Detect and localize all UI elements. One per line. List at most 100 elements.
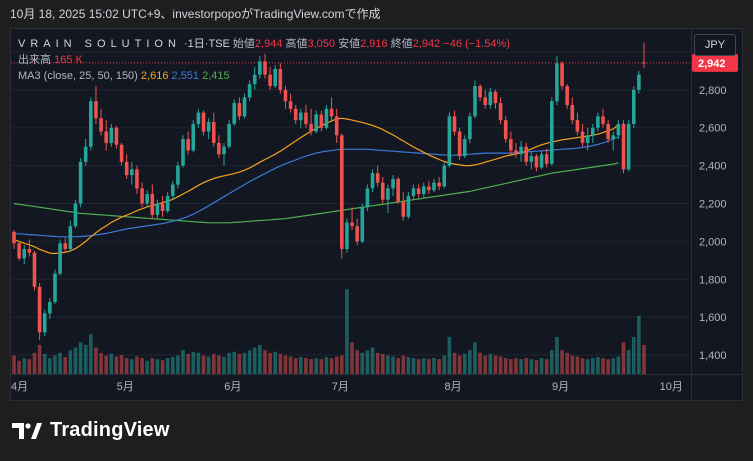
volume-bar bbox=[273, 351, 278, 374]
last-price-tag bbox=[692, 53, 738, 72]
candle-body bbox=[27, 248, 32, 253]
candle-body bbox=[155, 203, 160, 215]
y-tick-label: 2,600 bbox=[699, 123, 727, 135]
volume-bar bbox=[278, 353, 283, 374]
ma50-value: 2,551 bbox=[171, 70, 200, 82]
candle-body bbox=[355, 226, 359, 242]
candle-body bbox=[334, 116, 339, 136]
volume-bar bbox=[114, 356, 119, 374]
volume-bar bbox=[309, 359, 313, 374]
volume-bar bbox=[345, 289, 349, 374]
candle-body bbox=[145, 194, 149, 204]
volume-bar bbox=[519, 359, 523, 374]
high-label: 高値 bbox=[285, 38, 308, 50]
currency-button[interactable]: JPY bbox=[694, 34, 736, 56]
volume-bar bbox=[299, 357, 303, 374]
volume-bar bbox=[631, 336, 636, 374]
candle-body bbox=[217, 142, 221, 155]
candle-body bbox=[319, 114, 324, 128]
month-label: 5月 bbox=[117, 381, 134, 393]
symbol-name[interactable]: VRAIN SOLUTION bbox=[18, 38, 181, 50]
candle-body bbox=[503, 120, 508, 140]
volume-bar bbox=[109, 353, 114, 374]
candle-body bbox=[12, 231, 16, 244]
price-chart[interactable]: 1,400 1,600 1,800 2,000 2,200 2,400 2,600 2,800… bbox=[11, 29, 742, 400]
volume-bar bbox=[104, 355, 108, 374]
candle-body bbox=[17, 243, 21, 259]
chart-area[interactable]: 1,400 1,600 1,800 2,000 2,200 2,400 2,600 2,800… bbox=[10, 28, 743, 401]
ma-label: MA3 (close, 25, 50, 150) bbox=[18, 70, 138, 82]
volume-bar bbox=[401, 355, 406, 374]
candle-body bbox=[314, 114, 318, 132]
candle-body bbox=[201, 112, 206, 132]
candle-body bbox=[488, 91, 493, 105]
volume-bar bbox=[155, 359, 160, 374]
volume-bar bbox=[68, 350, 73, 374]
volume-bar bbox=[452, 352, 457, 374]
ma150-line bbox=[13, 162, 619, 224]
tradingview-logo[interactable]: TradingView bbox=[12, 419, 170, 442]
candle-body bbox=[580, 131, 585, 143]
candle-body bbox=[631, 89, 636, 124]
volume-bar bbox=[442, 355, 447, 374]
volume-bar bbox=[555, 336, 559, 374]
volume-bar bbox=[514, 358, 518, 374]
footer bbox=[0, 401, 753, 461]
candle-body bbox=[165, 195, 170, 212]
volume-bar bbox=[544, 359, 549, 374]
candle-body bbox=[94, 101, 98, 119]
candle-body bbox=[252, 74, 257, 85]
volume-bar bbox=[63, 357, 68, 374]
candle-body bbox=[365, 188, 370, 208]
y-tick-label: 1,400 bbox=[699, 350, 727, 362]
volume-bar bbox=[329, 358, 334, 374]
chart-legend: VRAIN SOLUTION ·1日·TSE 始値2,944 高値3,050 安… bbox=[18, 36, 510, 84]
volume-bar bbox=[217, 355, 221, 374]
candle-body bbox=[391, 178, 395, 189]
volume-bar bbox=[293, 358, 298, 374]
volume-bar bbox=[22, 358, 27, 374]
y-tick-label: 2,800 bbox=[699, 85, 727, 97]
candle-body bbox=[437, 182, 441, 187]
candle-body bbox=[258, 61, 262, 75]
volume-bar bbox=[53, 355, 57, 374]
candle-body bbox=[447, 116, 452, 166]
volume-bar bbox=[237, 353, 242, 374]
volume-bar bbox=[570, 355, 575, 374]
volume-bar bbox=[575, 356, 580, 374]
volume-bar bbox=[580, 358, 585, 374]
separator-dot: · bbox=[204, 38, 209, 50]
ma25-value: 2,616 bbox=[140, 70, 169, 82]
volume-bar bbox=[365, 350, 370, 374]
chart-caption: 10月 18, 2025 15:02 UTC+9、investorpopoがTr… bbox=[0, 0, 753, 28]
candle-body bbox=[227, 123, 231, 147]
candle-body bbox=[176, 165, 180, 185]
volume-bar bbox=[637, 315, 641, 374]
interval: 1日 bbox=[187, 38, 205, 50]
volume-value: 165 K bbox=[54, 54, 83, 66]
candle-body bbox=[498, 103, 503, 121]
volume-bar bbox=[196, 352, 201, 374]
volume-bar bbox=[626, 350, 631, 374]
volume-bar bbox=[493, 355, 498, 374]
candle-body bbox=[370, 173, 375, 189]
volume-bar bbox=[483, 355, 488, 374]
volume-bar bbox=[596, 357, 600, 374]
candle-body bbox=[211, 122, 216, 143]
candle-body bbox=[181, 139, 185, 166]
volume-bar bbox=[314, 358, 318, 374]
volume-bar bbox=[360, 352, 365, 374]
y-tick-label: 1,800 bbox=[699, 274, 727, 286]
candle-body bbox=[42, 313, 47, 333]
candle-body bbox=[560, 63, 564, 87]
candle-body bbox=[170, 184, 175, 196]
open-value: 2,944 bbox=[254, 38, 283, 50]
volume-bar bbox=[391, 356, 395, 374]
candle-body bbox=[83, 146, 88, 162]
volume-bar bbox=[12, 355, 16, 374]
volume-bar bbox=[58, 352, 62, 374]
candle-body bbox=[345, 222, 349, 249]
volume-bar bbox=[611, 358, 616, 374]
candle-body bbox=[140, 188, 144, 204]
volume-bar bbox=[242, 352, 247, 374]
